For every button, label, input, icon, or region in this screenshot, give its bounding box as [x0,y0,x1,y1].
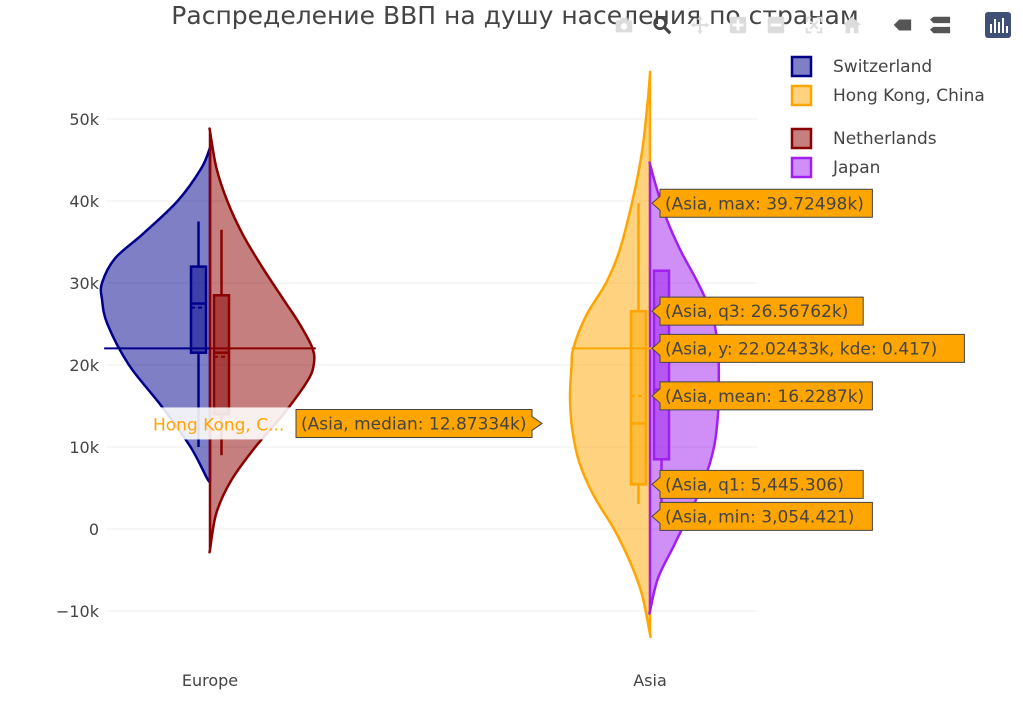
y-tick-label: 30k [69,274,99,293]
hover-name-box [150,407,292,440]
hover-label-box [651,333,965,363]
violin-body[interactable] [568,70,652,639]
hover-layer: (Asia, max: 39.72498k) (Asia, q3: 26.5676… [104,188,965,531]
legend-label: Hong Kong, China [833,86,985,106]
hover-label-text: (Asia, y: 22.02433k, kde: 0.417) [665,339,937,359]
y-axis: 50k 40k 30k 20k 10k 0 −10k [56,110,100,621]
violin-body[interactable] [99,144,212,484]
violin-switzerland[interactable] [99,144,212,484]
hover-label-box [651,296,864,326]
violin-netherlands[interactable] [208,127,316,554]
y-tick-label: 20k [69,356,99,375]
hover-label: (Asia, median: 12.87334k) [295,408,543,438]
hover-label-text: (Asia, max: 39.72498k) [665,194,864,214]
hover-label-box [651,501,873,531]
compare-hover-icon[interactable] [928,13,952,37]
hover-label-box [651,188,873,218]
legend-label: Japan [832,158,880,178]
box [189,265,208,354]
hover-label: (Asia, q1: 5,445.306) [651,469,864,499]
hover-name-label: Hong Kong, C... [153,415,284,435]
home-icon[interactable] [840,13,864,37]
legend-swatch [790,55,813,78]
autoscale-icon[interactable] [802,13,826,37]
hover-label-text: (Asia, median: 12.87334k) [301,414,527,434]
camera-icon[interactable] [612,13,636,37]
hover-label-text: (Asia, q3: 26.56762k) [665,302,848,322]
plot-area[interactable] [99,70,721,639]
legend-swatch [790,127,813,150]
box [212,294,231,416]
hover-label-text: (Asia, q1: 5,445.306) [665,475,844,495]
spike-lines-icon[interactable] [890,13,914,37]
hover-label-box [651,381,873,411]
legend-item[interactable]: Switzerland [790,55,932,78]
legend[interactable]: Switzerland Hong Kong, China Netherlands Ja… [790,55,985,179]
legend-label: Netherlands [833,129,937,149]
zoom-out-icon[interactable] [764,13,788,37]
legend-item[interactable]: Japan [790,156,880,179]
violin-hong-kong-china[interactable] [568,70,652,639]
y-tick-label: 0 [89,520,99,539]
hover-label-box [651,469,864,499]
hover-label: (Asia, max: 39.72498k) [651,188,873,218]
x-tick-label: Asia [633,671,667,690]
plotly-logo-icon[interactable] [985,12,1011,38]
pan-icon[interactable] [688,13,712,37]
hover-label-box [295,408,543,438]
y-tick-label: 10k [69,438,99,457]
y-tick-label: 40k [69,192,99,211]
legend-item[interactable]: Netherlands [790,127,937,150]
hover-label-text: (Asia, min: 3,054.421) [665,507,854,527]
hover-label: (Asia, y: 22.02433k, kde: 0.417) [651,333,965,363]
y-tick-label: −10k [56,602,100,621]
hover-label-text: (Asia, mean: 16.2287k) [665,387,864,407]
legend-swatch [790,156,813,179]
hover-label: (Asia, q3: 26.56762k) [651,296,864,326]
x-axis: Europe Asia [182,671,667,690]
x-tick-label: Europe [182,671,238,690]
legend-item[interactable]: Hong Kong, China [790,84,985,107]
zoom-in-icon[interactable] [726,13,750,37]
legend-label: Switzerland [833,57,932,77]
box [629,309,648,486]
zoom-icon[interactable] [650,13,674,37]
legend-swatch [790,84,813,107]
hover-label: (Asia, mean: 16.2287k) [651,381,873,411]
modebar[interactable] [612,10,952,40]
hover-label: (Asia, min: 3,054.421) [651,501,873,531]
y-tick-label: 50k [69,110,99,129]
